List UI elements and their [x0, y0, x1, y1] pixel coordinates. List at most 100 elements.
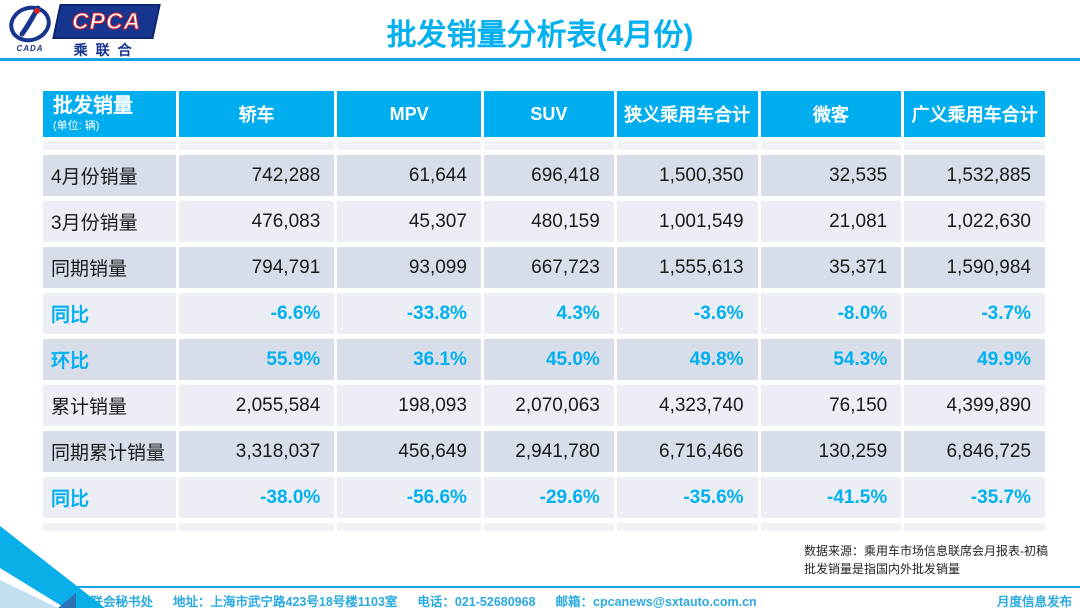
cell-value: 4.3%	[483, 293, 614, 334]
column-header: 狭义乘用车合计	[616, 91, 758, 137]
cell-value: 3,318,037	[178, 431, 335, 472]
cell-value: 2,070,063	[483, 385, 614, 426]
spacer-row	[43, 142, 1045, 150]
cpca-logo: CADA CPCA 乘联合	[8, 4, 161, 60]
corner-title: 批发销量	[53, 95, 133, 117]
logo-emblem: CADA	[8, 4, 52, 53]
row-label: 累计销量	[43, 385, 176, 426]
sales-table-wrap: 批发销量 (单位: 辆) 轿车 MPV SUV 狭义乘用车合计 微客 广义乘用车合计 4月…	[40, 86, 1048, 536]
header-divider	[0, 58, 1080, 61]
cell-value: 2,941,780	[483, 431, 614, 472]
cell-value: 480,159	[483, 201, 614, 242]
cell-value: 55.9%	[178, 339, 335, 380]
cell-value: 6,846,725	[904, 431, 1045, 472]
table-row: 同比 -38.0% -56.6% -29.6% -35.6% -41.5% -35.7%	[43, 477, 1045, 518]
table-body: 4月份销量 742,288 61,644 696,418 1,500,350 32,535…	[43, 142, 1045, 531]
cell-value: 21,081	[760, 201, 902, 242]
table-header-row: 批发销量 (单位: 辆) 轿车 MPV SUV 狭义乘用车合计 微客 广义乘用车合计	[43, 91, 1045, 137]
source-notes: 数据来源：乘用车市场信息联席会月报表-初稿 批发销量是指国内外批发销量	[804, 542, 1048, 578]
cell-value: 36.1%	[337, 339, 481, 380]
cell-value: -29.6%	[483, 477, 614, 518]
cell-value: -6.6%	[178, 293, 335, 334]
cell-value: -38.0%	[178, 477, 335, 518]
cell-value: -35.7%	[904, 477, 1045, 518]
emblem-caption: CADA	[16, 44, 44, 53]
cell-value: 61,644	[337, 155, 481, 196]
sales-table: 批发销量 (单位: 辆) 轿车 MPV SUV 狭义乘用车合计 微客 广义乘用车合计 4月…	[40, 86, 1048, 536]
cell-value: 456,649	[337, 431, 481, 472]
cell-value: -3.6%	[616, 293, 758, 334]
cell-value: 54.3%	[760, 339, 902, 380]
cell-value: 130,259	[760, 431, 902, 472]
logo-box: CPCA 乘联合	[52, 4, 161, 60]
row-label: 环比	[43, 339, 176, 380]
cell-value: 6,716,466	[616, 431, 758, 472]
cell-value: 696,418	[483, 155, 614, 196]
cell-value: -33.8%	[337, 293, 481, 334]
cell-value: 49.9%	[904, 339, 1045, 380]
cell-value: 1,022,630	[904, 201, 1045, 242]
row-label: 同期销量	[43, 247, 176, 288]
cell-value: -41.5%	[760, 477, 902, 518]
footer-divider	[75, 586, 1080, 588]
cell-value: 742,288	[178, 155, 335, 196]
corner-unit: (单位: 辆)	[53, 120, 100, 132]
row-label: 同比	[43, 477, 176, 518]
note-source: 数据来源：乘用车市场信息联席会月报表-初稿	[804, 544, 1048, 558]
table-row: 3月份销量 476,083 45,307 480,159 1,001,549 21,081…	[43, 201, 1045, 242]
cell-value: 1,532,885	[904, 155, 1045, 196]
cell-value: 45,307	[337, 201, 481, 242]
footer-release-label: 月度信息发布	[996, 595, 1072, 608]
row-label: 同期累计销量	[43, 431, 176, 472]
column-header: SUV	[483, 91, 614, 137]
column-header: 微客	[760, 91, 902, 137]
logo-cpca-text: CPCA	[72, 8, 142, 35]
note-definition: 批发销量是指国内外批发销量	[804, 562, 961, 576]
cell-value: -3.7%	[904, 293, 1045, 334]
cell-value: 2,055,584	[178, 385, 335, 426]
corner-ribbon-decoration	[0, 526, 105, 608]
footer-contact: 乘联会秘书处 地址：上海市武宁路423号18号楼1103室 电话：021-526…	[78, 591, 757, 608]
cell-value: 198,093	[337, 385, 481, 426]
table-row: 累计销量 2,055,584 198,093 2,070,063 4,323,740 76…	[43, 385, 1045, 426]
header-bar: CADA CPCA 乘联合 批发销量分析表(4月份)	[0, 0, 1080, 58]
cell-value: 667,723	[483, 247, 614, 288]
footer-bar: 乘联会秘书处 地址：上海市武宁路423号18号楼1103室 电话：021-526…	[78, 591, 1072, 608]
table-row: 同期销量 794,791 93,099 667,723 1,555,613 35,371 1…	[43, 247, 1045, 288]
cell-value: 4,399,890	[904, 385, 1045, 426]
cell-value: 476,083	[178, 201, 335, 242]
table-row: 4月份销量 742,288 61,644 696,418 1,500,350 32,535…	[43, 155, 1045, 196]
cell-value: 1,590,984	[904, 247, 1045, 288]
spacer-row	[43, 523, 1045, 531]
cell-value: 45.0%	[483, 339, 614, 380]
footer-email: 邮箱：cpcanews@sxtauto.com.cn	[555, 595, 757, 608]
cell-value: 76,150	[760, 385, 902, 426]
column-header: 轿车	[178, 91, 335, 137]
cell-value: 49.8%	[616, 339, 758, 380]
row-label: 同比	[43, 293, 176, 334]
table-row: 环比 55.9% 36.1% 45.0% 49.8% 54.3% 49.9%	[43, 339, 1045, 380]
footer-phone: 电话：021-52680968	[417, 595, 536, 608]
cell-value: -56.6%	[337, 477, 481, 518]
logo-subtext: 乘联合	[73, 42, 140, 58]
cell-value: 1,001,549	[616, 201, 758, 242]
cell-value: 1,555,613	[616, 247, 758, 288]
cell-value: 32,535	[760, 155, 902, 196]
row-label: 4月份销量	[43, 155, 176, 196]
column-header: 广义乘用车合计	[904, 91, 1045, 137]
table-corner-cell: 批发销量 (单位: 辆)	[43, 91, 176, 137]
footer-address: 地址：上海市武宁路423号18号楼1103室	[173, 595, 398, 608]
table-row: 同期累计销量 3,318,037 456,649 2,941,780 6,716,466…	[43, 431, 1045, 472]
swirl-emblem-icon	[9, 5, 51, 43]
table-row: 同比 -6.6% -33.8% 4.3% -3.6% -8.0% -3.7%	[43, 293, 1045, 334]
cell-value: 4,323,740	[616, 385, 758, 426]
page-title: 批发销量分析表(4月份)	[386, 19, 694, 52]
cell-value: -8.0%	[760, 293, 902, 334]
cell-value: 794,791	[178, 247, 335, 288]
cell-value: 1,500,350	[616, 155, 758, 196]
row-label: 3月份销量	[43, 201, 176, 242]
cell-value: 93,099	[337, 247, 481, 288]
logo-parallelogram: CPCA	[52, 4, 161, 39]
column-header: MPV	[337, 91, 481, 137]
